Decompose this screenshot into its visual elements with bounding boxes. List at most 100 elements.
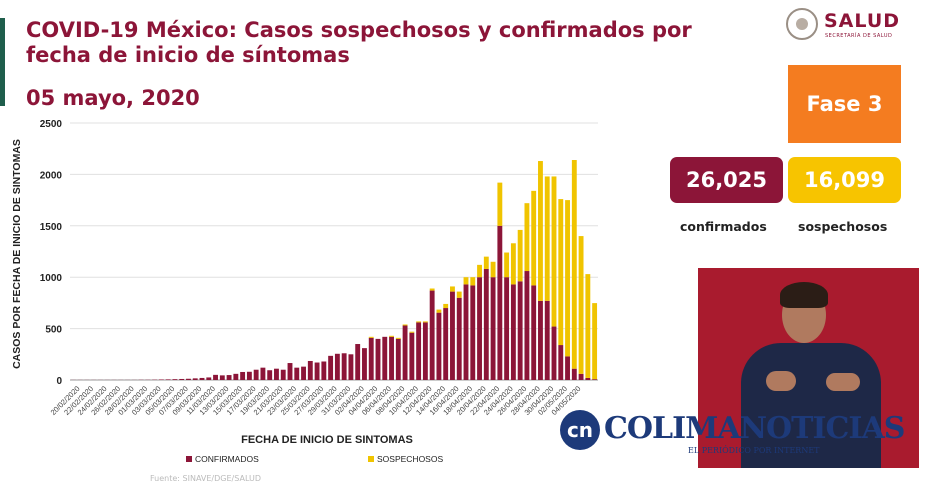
bar-suspected <box>511 243 516 284</box>
bar-suspected <box>464 277 469 284</box>
bar-suspected <box>491 262 496 277</box>
suspected-count: 16,099 <box>788 157 901 203</box>
bar-confirmed <box>186 379 191 380</box>
bar-suspected <box>484 257 489 269</box>
bar-suspected <box>470 277 475 285</box>
bar-confirmed <box>450 292 455 380</box>
bar-suspected <box>477 265 482 277</box>
bar-confirmed <box>416 322 421 380</box>
report-date: 05 mayo, 2020 <box>26 86 200 110</box>
bar-confirmed <box>585 378 590 380</box>
bar-confirmed <box>457 298 462 380</box>
legend-label-suspected: SOSPECHOSOS <box>377 454 443 464</box>
bar-suspected <box>518 230 523 281</box>
bar-confirmed <box>443 308 448 380</box>
bar-confirmed <box>321 361 326 380</box>
confirmed-count: 26,025 <box>670 157 783 203</box>
bar-confirmed <box>227 375 232 380</box>
page-title: COVID-19 México: Casos sospechosos y con… <box>26 18 706 68</box>
bar-confirmed <box>592 379 597 380</box>
bar-suspected <box>443 304 448 308</box>
logo-name: SALUD <box>824 10 900 32</box>
bar-suspected <box>545 176 550 300</box>
bar-confirmed <box>200 378 205 380</box>
bar-confirmed <box>342 353 347 380</box>
bar-suspected <box>416 321 421 322</box>
bar-suspected <box>423 321 428 322</box>
bar-confirmed <box>545 301 550 380</box>
bar-confirmed <box>497 226 502 380</box>
legend-swatch-suspected <box>368 456 374 462</box>
bar-confirmed <box>531 285 536 380</box>
bar-confirmed <box>348 354 353 380</box>
bar-confirmed <box>565 356 570 380</box>
bar-confirmed <box>511 284 516 380</box>
bar-confirmed <box>159 379 164 380</box>
bar-suspected <box>585 274 590 378</box>
bar-confirmed <box>430 291 435 380</box>
bar-suspected <box>457 292 462 298</box>
bar-suspected <box>524 203 529 271</box>
suspected-label: sospechosos <box>798 219 887 234</box>
bar-suspected <box>538 161 543 301</box>
bar-confirmed <box>470 285 475 380</box>
bar-confirmed <box>579 374 584 380</box>
bar-confirmed <box>233 374 238 380</box>
legend-swatch-confirmed <box>186 456 192 462</box>
bar-confirmed <box>260 368 265 380</box>
bar-confirmed <box>362 348 367 380</box>
bar-confirmed <box>301 367 306 380</box>
y-tick-label: 1500 <box>40 222 63 233</box>
bar-suspected <box>403 324 408 325</box>
bar-confirmed <box>281 370 286 380</box>
bar-suspected <box>369 337 374 338</box>
bar-suspected <box>497 183 502 226</box>
bar-suspected <box>450 286 455 291</box>
bar-suspected <box>579 236 584 374</box>
bar-confirmed <box>396 339 401 380</box>
interpreter-hair <box>780 282 828 308</box>
legend-label-confirmed: CONFIRMADOS <box>195 454 259 464</box>
bar-confirmed <box>288 363 293 380</box>
watermark-tagline: EL PERIÓDICO POR INTERNET <box>688 446 820 455</box>
watermark-logo-icon: cn <box>560 410 600 450</box>
coat-of-arms-icon <box>786 8 818 40</box>
bar-confirmed <box>552 327 557 380</box>
bar-suspected <box>409 332 414 333</box>
bar-confirmed <box>423 322 428 380</box>
bar-confirmed <box>247 372 252 380</box>
phase-badge: Fase 3 <box>788 65 901 143</box>
x-axis-label: FECHA DE INICIO DE SINTOMAS <box>241 434 413 446</box>
salud-logo: SALUD SECRETARÍA DE SALUD <box>786 8 916 42</box>
bar-confirmed <box>179 379 184 380</box>
bar-confirmed <box>240 372 245 380</box>
bar-confirmed <box>172 379 177 380</box>
bar-confirmed <box>193 378 198 380</box>
bar-suspected <box>531 191 536 286</box>
bar-suspected <box>396 338 401 339</box>
legend: CONFIRMADOS SOSPECHOSOS <box>186 454 443 464</box>
bar-confirmed <box>491 277 496 380</box>
bar-confirmed <box>504 277 509 380</box>
bar-confirmed <box>558 345 563 380</box>
bar-confirmed <box>538 301 543 380</box>
accent-bar <box>0 18 5 106</box>
bar-suspected <box>592 303 597 379</box>
bar-confirmed <box>369 338 374 380</box>
y-tick-label: 2500 <box>40 119 63 130</box>
interpreter-hand-left <box>766 371 796 391</box>
y-axis-label: CASOS POR FECHA DE INICIO DE SINTOMAS <box>11 139 23 369</box>
bar-confirmed <box>308 361 313 380</box>
bar-confirmed <box>464 284 469 380</box>
bar-confirmed <box>294 368 299 380</box>
bar-suspected <box>436 310 441 313</box>
bar-suspected <box>572 160 577 369</box>
bar-confirmed <box>220 375 225 380</box>
bar-suspected <box>558 199 563 345</box>
y-tick-label: 500 <box>45 325 62 336</box>
bar-confirmed <box>355 344 360 380</box>
bar-confirmed <box>477 277 482 380</box>
bar-confirmed <box>254 370 259 380</box>
